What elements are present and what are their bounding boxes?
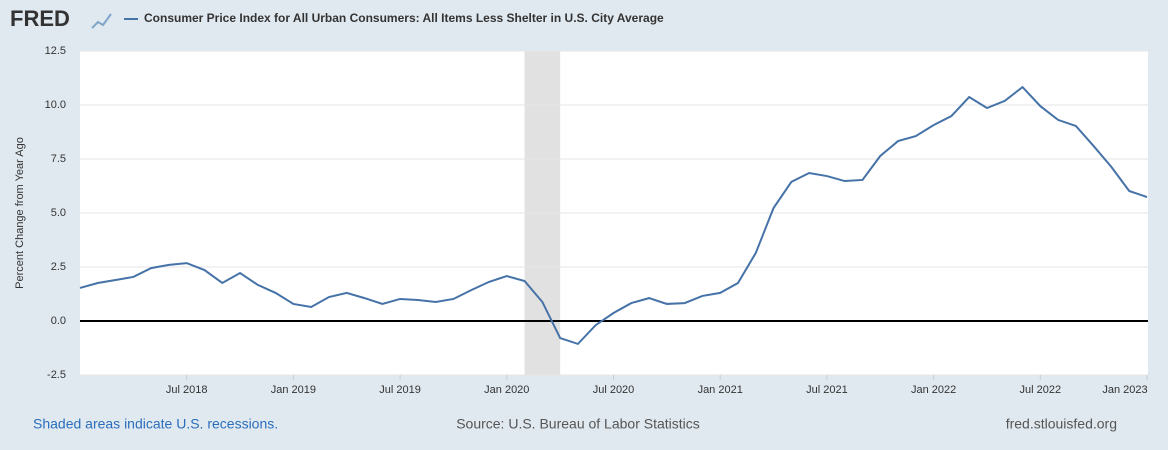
y-tick-label: 0.0 [51,315,66,327]
x-tick-label: Jul 2018 [166,384,208,396]
y-tick-label: -2.5 [47,369,66,381]
x-tick-label: Jul 2022 [1020,384,1062,396]
y-tick-label: 7.5 [51,153,66,165]
source-note: Source: U.S. Bureau of Labor Statistics [456,416,700,432]
x-tick-label: Jan 2021 [698,384,743,396]
x-tick-label: Jan 2020 [484,384,529,396]
x-tick-label: Jan 2019 [271,384,316,396]
x-tick-label: Jul 2019 [379,384,421,396]
x-tick-label: Jan 2023 [1102,384,1147,396]
series-line [79,85,1148,346]
x-tick-label: Jan 2022 [911,384,956,396]
y-tick-label: 2.5 [51,261,66,273]
x-tick-label: Jul 2021 [806,384,848,396]
y-tick-label: 10.0 [45,99,66,111]
brand[interactable]: FRED [10,6,70,31]
x-tick-label: Jul 2020 [593,384,635,396]
recession-note[interactable]: Shaded areas indicate U.S. recessions. [33,416,278,432]
legend-label: Consumer Price Index for All Urban Consu… [144,11,664,25]
y-axis-label: Percent Change from Year Ago [14,137,26,289]
y-tick-label: 5.0 [51,207,66,219]
y-tick-label: 12.5 [45,45,66,57]
site-note[interactable]: fred.stlouisfed.org [1006,416,1117,432]
logo-icon [91,13,112,29]
